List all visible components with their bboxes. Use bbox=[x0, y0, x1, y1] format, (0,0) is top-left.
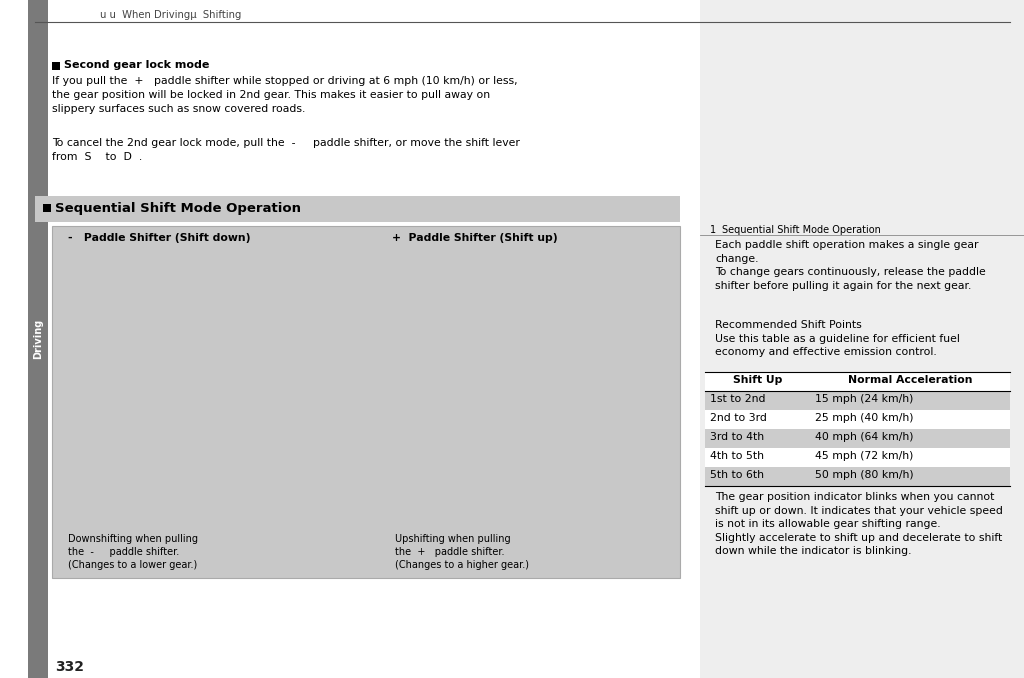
Text: 1: 1 bbox=[710, 225, 716, 235]
Text: If you pull the  +   paddle shifter while stopped or driving at 6 mph (10 km/h) : If you pull the + paddle shifter while s… bbox=[52, 76, 517, 114]
Bar bbox=[705, 372, 1010, 391]
Bar bbox=[52, 226, 680, 578]
Text: 25 mph (40 km/h): 25 mph (40 km/h) bbox=[815, 413, 913, 423]
Text: To cancel the 2nd gear lock mode, pull the  -     paddle shifter, or move the sh: To cancel the 2nd gear lock mode, pull t… bbox=[52, 138, 520, 162]
Bar bbox=[705, 391, 1010, 410]
Text: 332: 332 bbox=[55, 660, 84, 674]
Bar bbox=[705, 410, 1010, 429]
Text: 1st to 2nd: 1st to 2nd bbox=[710, 394, 766, 404]
Text: Each paddle shift operation makes a single gear
change.
To change gears continuo: Each paddle shift operation makes a sing… bbox=[715, 240, 986, 291]
Text: Sequential Shift Mode Operation: Sequential Shift Mode Operation bbox=[55, 202, 301, 215]
Text: 45 mph (72 km/h): 45 mph (72 km/h) bbox=[815, 451, 913, 461]
Text: the  +   paddle shifter.: the + paddle shifter. bbox=[395, 547, 505, 557]
Text: the  -     paddle shifter.: the - paddle shifter. bbox=[68, 547, 179, 557]
Text: Sequential Shift Mode Operation: Sequential Shift Mode Operation bbox=[722, 225, 881, 235]
Text: 40 mph (64 km/h): 40 mph (64 km/h) bbox=[815, 432, 913, 442]
Text: Second gear lock mode: Second gear lock mode bbox=[63, 60, 209, 70]
Bar bbox=[35, 196, 680, 222]
Text: 4th to 5th: 4th to 5th bbox=[710, 451, 764, 461]
Text: -   Paddle Shifter (Shift down): - Paddle Shifter (Shift down) bbox=[68, 233, 251, 243]
Text: u u  When Drivingμ  Shifting: u u When Drivingμ Shifting bbox=[100, 10, 242, 20]
Text: Driving: Driving bbox=[33, 319, 43, 359]
Text: Shift Up: Shift Up bbox=[733, 375, 782, 385]
Bar bbox=[705, 467, 1010, 486]
Text: Normal Acceleration: Normal Acceleration bbox=[848, 375, 972, 385]
Text: Recommended Shift Points
Use this table as a guideline for efficient fuel
econom: Recommended Shift Points Use this table … bbox=[715, 320, 959, 357]
Text: +  Paddle Shifter (Shift up): + Paddle Shifter (Shift up) bbox=[392, 233, 558, 243]
Text: The gear position indicator blinks when you cannot
shift up or down. It indicate: The gear position indicator blinks when … bbox=[715, 492, 1002, 557]
Text: 5th to 6th: 5th to 6th bbox=[710, 470, 764, 480]
Text: (Changes to a lower gear.): (Changes to a lower gear.) bbox=[68, 560, 198, 570]
Bar bbox=[52, 62, 60, 70]
Text: 3rd to 4th: 3rd to 4th bbox=[710, 432, 764, 442]
Text: Upshifting when pulling: Upshifting when pulling bbox=[395, 534, 511, 544]
Bar bbox=[705, 448, 1010, 467]
Bar bbox=[700, 0, 1024, 678]
Text: (Changes to a higher gear.): (Changes to a higher gear.) bbox=[395, 560, 529, 570]
Text: Downshifting when pulling: Downshifting when pulling bbox=[68, 534, 198, 544]
Bar bbox=[28, 0, 48, 678]
Bar bbox=[705, 429, 1010, 448]
Text: 50 mph (80 km/h): 50 mph (80 km/h) bbox=[815, 470, 913, 480]
Bar bbox=[43, 204, 51, 212]
Text: 2nd to 3rd: 2nd to 3rd bbox=[710, 413, 767, 423]
Text: 15 mph (24 km/h): 15 mph (24 km/h) bbox=[815, 394, 913, 404]
